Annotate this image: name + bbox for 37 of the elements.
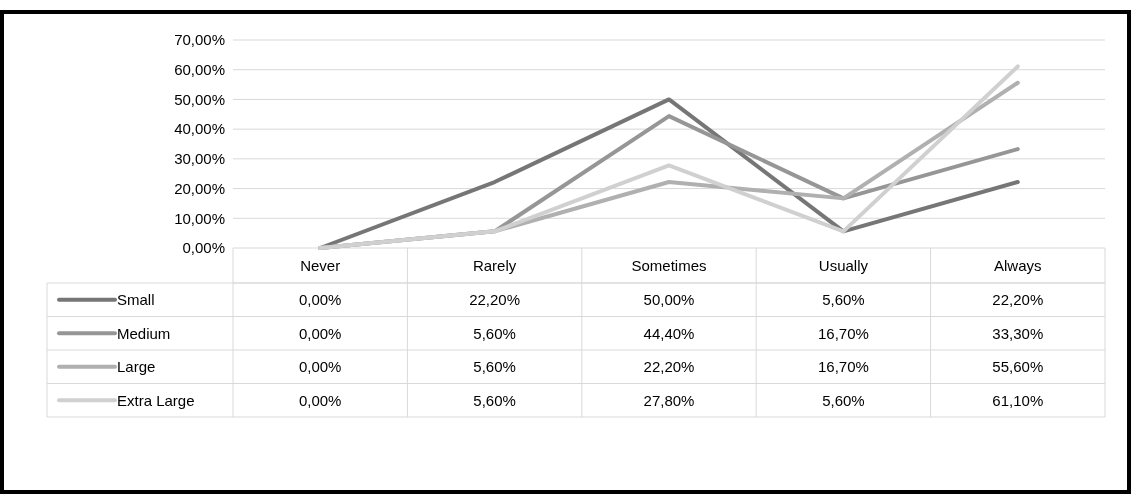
legend-label: Small — [117, 291, 155, 308]
y-tick-label: 0,00% — [182, 239, 225, 257]
x-tick-label: Never — [300, 256, 341, 274]
y-tick-label: 10,00% — [174, 209, 225, 227]
data-label: 27,80% — [643, 391, 695, 409]
y-tick-label: 20,00% — [174, 179, 225, 197]
data-label: 16,70% — [817, 324, 869, 342]
legend-label: Extra Large — [117, 391, 195, 409]
data-label: 0,00% — [298, 324, 342, 342]
data-label: 50,00% — [643, 291, 695, 308]
y-tick-label: 70,00% — [174, 31, 225, 49]
data-label: 16,70% — [817, 358, 869, 375]
y-tick-label: 40,00% — [174, 120, 225, 138]
x-tick-label: Sometimes — [631, 256, 707, 274]
data-label: 0,00% — [298, 291, 342, 308]
data-label: 5,60% — [473, 324, 516, 342]
data-label: 22,20% — [469, 291, 521, 308]
data-label: 22,20% — [643, 358, 695, 375]
x-tick-label: Usually — [818, 256, 869, 274]
data-label: 55,60% — [992, 358, 1044, 375]
data-label: 5,60% — [473, 391, 516, 409]
data-label: 5,60% — [822, 291, 865, 308]
x-tick-label: Always — [994, 256, 1042, 274]
data-label: 33,30% — [992, 324, 1044, 342]
data-label: 5,60% — [473, 358, 516, 375]
data-label: 22,20% — [992, 291, 1044, 308]
data-label: 0,00% — [298, 391, 342, 409]
y-tick-label: 30,00% — [174, 150, 225, 168]
legend-label: Medium — [117, 324, 171, 342]
x-tick-label: Rarely — [472, 256, 517, 274]
data-label: 5,60% — [822, 391, 865, 409]
data-label: 44,40% — [643, 324, 695, 342]
y-tick-label: 50,00% — [174, 90, 225, 108]
y-tick-label: 60,00% — [174, 60, 225, 78]
legend-label: Large — [117, 358, 156, 375]
data-label: 61,10% — [992, 391, 1044, 409]
data-label: 0,00% — [298, 358, 342, 375]
